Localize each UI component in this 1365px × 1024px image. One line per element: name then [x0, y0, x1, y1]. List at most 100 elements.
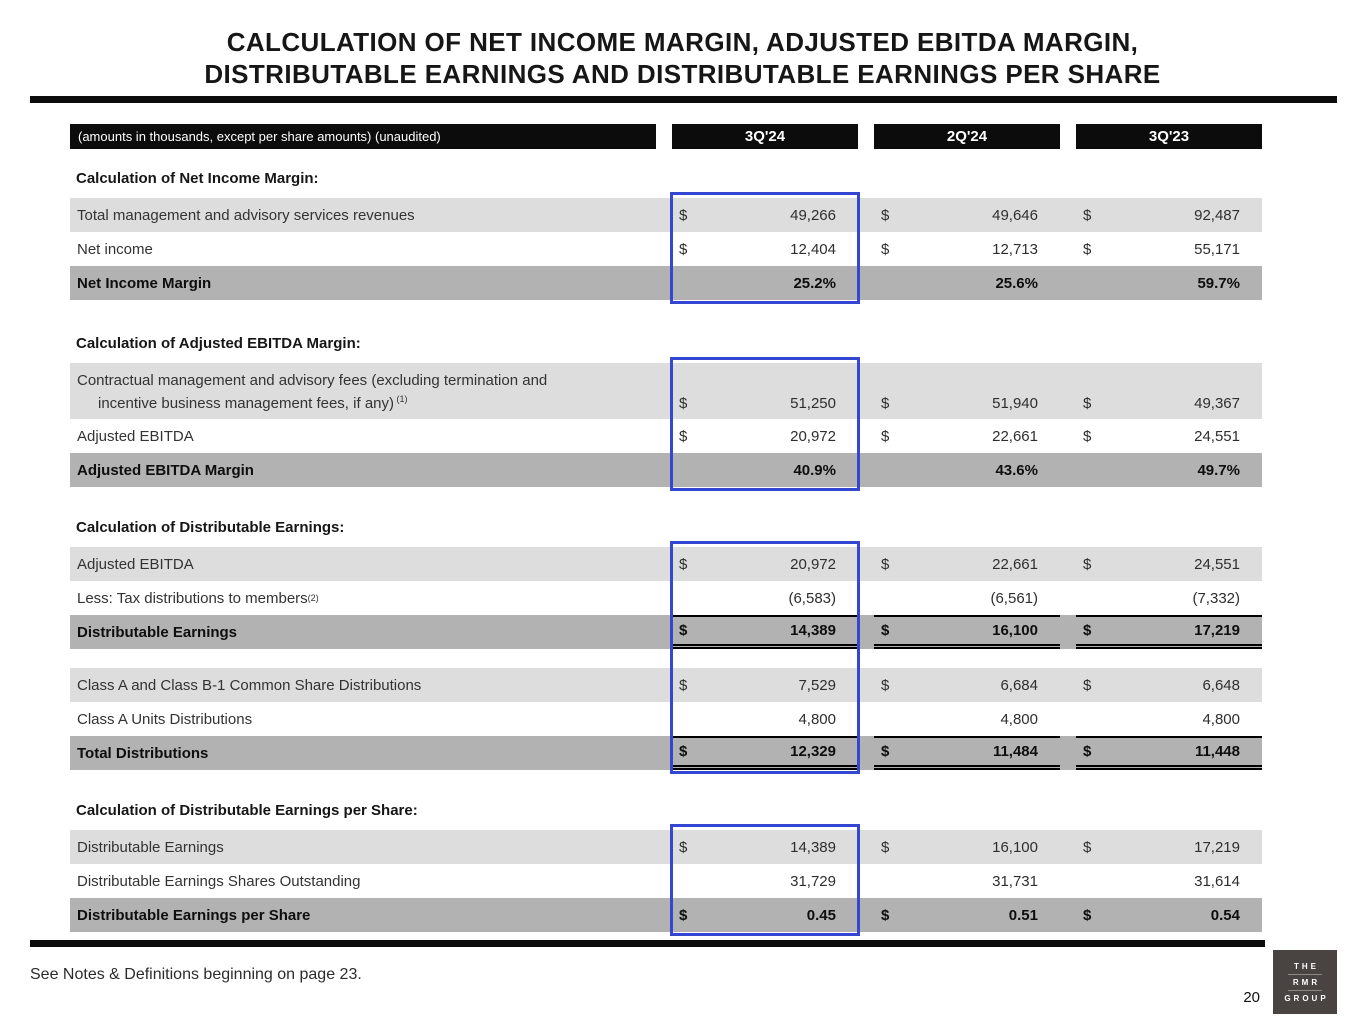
- value-text: 55,171: [1194, 240, 1240, 258]
- column-header-3q24: 3Q'24: [672, 124, 858, 149]
- section-heading: Calculation of Distributable Earnings:: [76, 519, 345, 536]
- row-label: Total management and advisory services r…: [77, 206, 415, 224]
- row-label: Contractual management and advisory fees…: [77, 372, 548, 412]
- value-cell: 31,614: [1076, 864, 1262, 898]
- table-header-label: (amounts in thousands, except per share …: [70, 124, 656, 149]
- value-cell: $17,219: [1076, 615, 1262, 649]
- value-cell: 4,800: [672, 702, 858, 736]
- row-label: Adjusted EBITDA: [77, 555, 194, 573]
- value-cell: 49.7%: [1076, 453, 1262, 487]
- dollar-sign: $: [881, 622, 890, 639]
- dollar-sign: $: [881, 427, 890, 445]
- row-label: Net Income Margin: [77, 274, 212, 292]
- value-cell: $24,551: [1076, 547, 1262, 581]
- table-row: Distributable Earnings Shares Outstandin…: [70, 864, 1262, 898]
- value-text: 31,614: [1194, 872, 1240, 890]
- value-cell: $49,266: [672, 198, 858, 232]
- value-text: 4,800: [1000, 710, 1038, 728]
- dollar-sign: $: [881, 838, 890, 856]
- value-cell: $6,648: [1076, 668, 1262, 702]
- value-text: 40.9%: [793, 461, 836, 479]
- value-cell: 25.2%: [672, 266, 858, 300]
- page-title-line2: DISTRIBUTABLE EARNINGS AND DISTRIBUTABLE…: [204, 59, 1161, 89]
- table-row: Class A and Class B-1 Common Share Distr…: [70, 668, 1262, 702]
- footnote-reference: See Notes & Definitions beginning on pag…: [30, 966, 362, 983]
- dollar-sign: $: [881, 206, 890, 224]
- dollar-sign: $: [881, 743, 890, 760]
- section-heading: Calculation of Adjusted EBITDA Margin:: [76, 335, 361, 352]
- value-cell: $11,484: [874, 736, 1060, 770]
- value-cell: $51,250: [672, 363, 858, 419]
- value-cell: $24,551: [1076, 419, 1262, 453]
- value-cell: 43.6%: [874, 453, 1060, 487]
- value-cell: $92,487: [1076, 198, 1262, 232]
- value-text: 17,219: [1194, 622, 1240, 639]
- page-number: 20: [1243, 989, 1260, 1006]
- dollar-sign: $: [881, 395, 890, 412]
- value-cell: 31,731: [874, 864, 1060, 898]
- dollar-sign: $: [881, 555, 890, 573]
- dollar-sign: $: [679, 676, 688, 694]
- value-text: 43.6%: [995, 461, 1038, 479]
- value-text: 25.2%: [793, 274, 836, 292]
- value-text: 51,940: [992, 395, 1038, 412]
- logo-divider: [1288, 989, 1322, 991]
- value-text: 49.7%: [1197, 461, 1240, 479]
- value-cell: (7,332): [1076, 581, 1262, 615]
- value-text: 4,800: [798, 710, 836, 728]
- value-text: 31,731: [992, 872, 1038, 890]
- dollar-sign: $: [881, 906, 890, 924]
- table-row: Distributable Earnings $14,389 $16,100 $17,…: [70, 830, 1262, 864]
- value-cell: $20,972: [672, 419, 858, 453]
- logo-line-the: THE: [1294, 961, 1319, 971]
- row-label: Net income: [77, 240, 153, 258]
- value-cell: $0.54: [1076, 898, 1262, 932]
- value-cell: 25.6%: [874, 266, 1060, 300]
- value-text: 92,487: [1194, 206, 1240, 224]
- value-cell: $12,329: [672, 736, 858, 770]
- value-text: 12,404: [790, 240, 836, 258]
- value-cell: $12,404: [672, 232, 858, 266]
- dollar-sign: $: [1083, 838, 1092, 856]
- value-text: 24,551: [1194, 427, 1240, 445]
- value-text: 49,646: [992, 206, 1038, 224]
- value-text: (6,561): [990, 589, 1038, 607]
- table-row: Adjusted EBITDA $20,972 $22,661 $24,551: [70, 547, 1262, 581]
- value-text: 12,713: [992, 240, 1038, 258]
- value-text: 49,367: [1194, 395, 1240, 412]
- value-text: 0.54: [1210, 906, 1240, 924]
- dollar-sign: $: [679, 240, 688, 258]
- value-text: 4,800: [1202, 710, 1240, 728]
- row-label: Distributable Earnings per Share: [77, 906, 311, 924]
- value-cell: $49,367: [1076, 363, 1262, 419]
- value-text: 0.51: [1008, 906, 1038, 924]
- value-text: (7,332): [1192, 589, 1240, 607]
- logo-divider: [1288, 973, 1322, 975]
- value-cell: $0.45: [672, 898, 858, 932]
- table-header-row: (amounts in thousands, except per share …: [70, 124, 1262, 149]
- value-cell: $22,661: [874, 419, 1060, 453]
- dollar-sign: $: [881, 240, 890, 258]
- logo-line-rmr: RMR: [1292, 977, 1321, 987]
- section-heading: Calculation of Net Income Margin:: [76, 170, 319, 187]
- dollar-sign: $: [679, 395, 688, 412]
- value-text: 20,972: [790, 555, 836, 573]
- dollar-sign: $: [1083, 395, 1092, 412]
- value-text: 6,648: [1202, 676, 1240, 694]
- table-row: Distributable Earnings per Share $0.45 $0.…: [70, 898, 1262, 932]
- value-cell: 59.7%: [1076, 266, 1262, 300]
- value-cell: $0.51: [874, 898, 1060, 932]
- value-cell: 4,800: [874, 702, 1060, 736]
- table-section: Calculation of Distributable Earnings pe…: [70, 798, 1262, 932]
- page-title: CALCULATION OF NET INCOME MARGIN, ADJUST…: [0, 26, 1365, 90]
- dollar-sign: $: [679, 206, 688, 224]
- value-text: 16,100: [992, 838, 1038, 856]
- value-text: 14,389: [790, 838, 836, 856]
- value-cell: $22,661: [874, 547, 1060, 581]
- value-text: 11,484: [992, 743, 1038, 760]
- table-sections: Calculation of Net Income Margin: Total m…: [70, 166, 1262, 932]
- table-row: Total management and advisory services r…: [70, 198, 1262, 232]
- column-header-3q23: 3Q'23: [1076, 124, 1262, 149]
- dollar-sign: $: [1083, 206, 1092, 224]
- footnote-marker: (1): [394, 394, 408, 404]
